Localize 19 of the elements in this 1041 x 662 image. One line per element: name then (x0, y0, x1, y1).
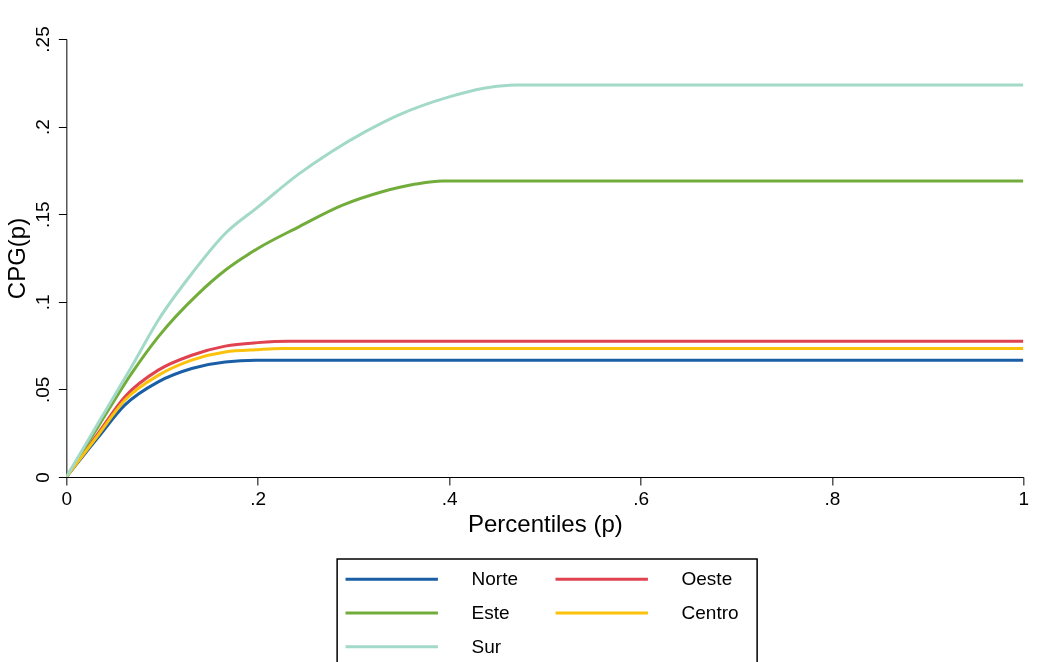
legend-label: Centro (681, 602, 739, 623)
y-tick-label: .1 (31, 294, 53, 311)
x-tick-label: .2 (250, 487, 267, 509)
x-axis-title: Percentiles (p) (467, 509, 623, 537)
x-tick-label: .8 (824, 487, 841, 509)
legend-label: Sur (471, 635, 502, 657)
y-tick-label: .05 (31, 376, 53, 404)
y-tick-label: 0 (31, 472, 53, 483)
y-tick-label: .25 (31, 26, 53, 53)
legend-label: Norte (471, 568, 518, 590)
legend-label: Oeste (681, 568, 733, 590)
x-tick-label: .4 (441, 487, 459, 509)
y-axis-title: CPG(p) (2, 217, 30, 300)
y-tick-label: .2 (31, 119, 53, 136)
y-tick-label: .15 (31, 201, 53, 228)
x-tick-label: .6 (633, 487, 649, 509)
legend-label: Este (471, 602, 510, 623)
x-tick-label: 1 (1018, 487, 1030, 509)
x-tick-label: 0 (61, 487, 73, 509)
